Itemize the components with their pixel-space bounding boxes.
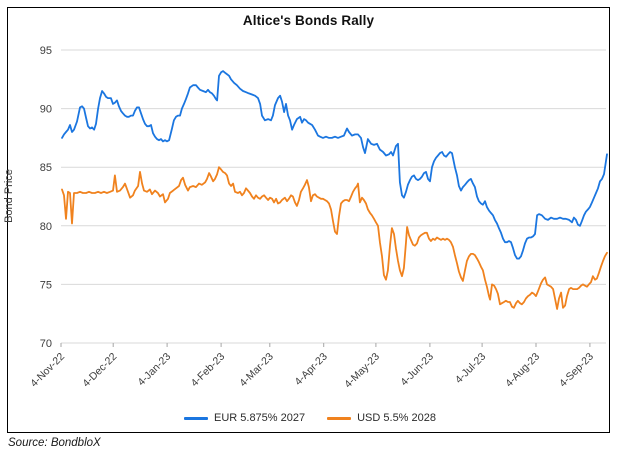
chart-border [7,7,610,433]
y-tick-label: 80 [40,221,52,233]
x-tick-label: 4-Jul-23 [453,351,488,386]
x-tick-label: 4-Aug-23 [503,351,542,390]
x-tick-label: 4-Feb-23 [189,351,228,390]
x-tick-label: 4-Jun-23 [398,351,436,389]
series-line-usd [61,166,608,310]
x-tick-label: 4-Apr-23 [292,351,329,388]
legend-item-usd: USD 5.5% 2028 [327,412,436,424]
usd-line-swatch-icon [327,416,352,420]
x-tick-label: 4-Nov-22 [28,351,67,390]
legend: EUR 5.875% 2027 USD 5.5% 2028 [0,409,620,427]
y-tick-label: 75 [40,279,52,291]
x-tick-label: 4-Sep-23 [557,351,596,390]
x-tick-label: 4-May-23 [342,351,382,391]
y-tick-label: 90 [40,104,52,116]
y-tick-label: 85 [40,162,52,174]
x-tick-label: 4-Mar-23 [237,351,276,390]
chart-title: Altice's Bonds Rally [242,13,375,28]
legend-label-eur: EUR 5.875% 2027 [213,412,306,424]
x-tick-label: 4-Jan-23 [135,351,173,389]
y-tick-label: 70 [40,338,52,350]
legend-label-usd: USD 5.5% 2028 [357,412,436,424]
y-axis-title: Bond Price [3,169,15,223]
series-line-eur [61,70,608,260]
y-tick-label: 95 [40,45,52,57]
x-tick-label: 4-Dec-22 [80,351,119,390]
source-caption: Source: BondbloX [8,437,101,449]
eur-line-swatch-icon [183,416,208,420]
legend-item-eur: EUR 5.875% 2027 [183,412,306,424]
